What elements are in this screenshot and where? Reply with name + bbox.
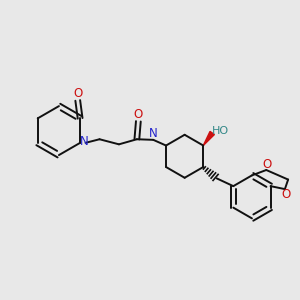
Polygon shape [203,131,214,146]
Text: O: O [281,188,290,201]
Text: O: O [262,158,272,171]
Text: HO: HO [212,127,229,136]
Text: N: N [149,127,158,140]
Text: N: N [80,135,88,148]
Text: O: O [134,108,143,121]
Text: O: O [73,87,83,101]
